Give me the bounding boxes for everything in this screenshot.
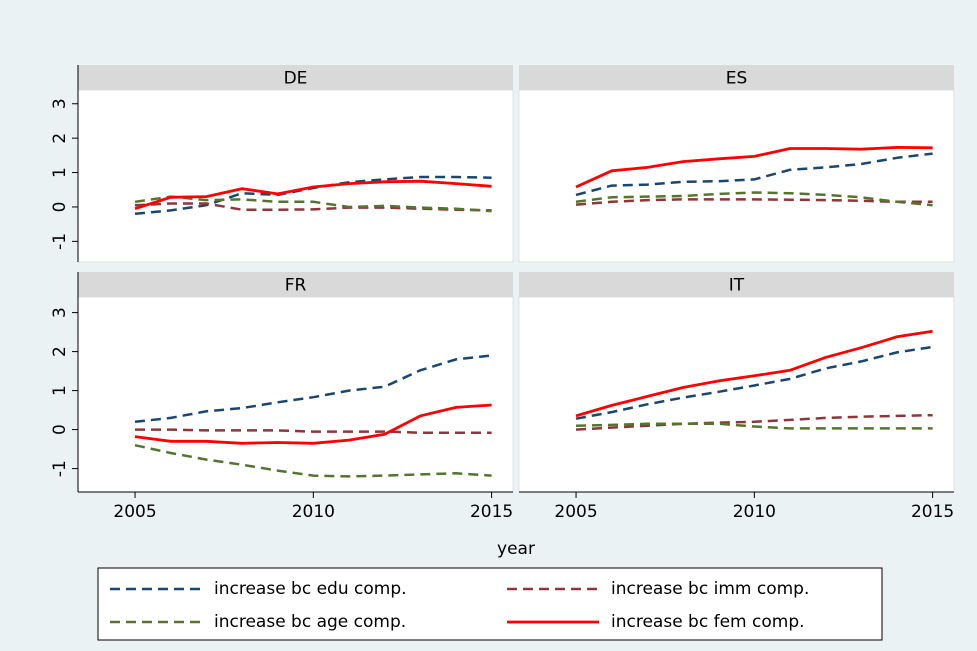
legend-label: increase bc age comp. bbox=[214, 612, 406, 632]
series-line bbox=[575, 198, 933, 206]
y-tick-label: -1 bbox=[50, 233, 70, 250]
panel-header bbox=[519, 272, 954, 297]
plot-area bbox=[518, 89, 955, 263]
panel-title: DE bbox=[284, 69, 308, 89]
series-line bbox=[134, 202, 492, 212]
y-tick-label: 1 bbox=[50, 167, 70, 178]
x-tick-label: 2015 bbox=[911, 502, 954, 522]
series-line bbox=[575, 145, 933, 189]
series-line bbox=[134, 195, 492, 213]
legend-label: increase bc imm comp. bbox=[611, 579, 809, 599]
series-line bbox=[575, 345, 933, 420]
panel-title: FR bbox=[285, 276, 307, 296]
series-line bbox=[134, 354, 492, 424]
x-tick-label: 2010 bbox=[292, 502, 335, 522]
plot-area bbox=[518, 296, 955, 493]
panel-header bbox=[519, 65, 954, 90]
series-line bbox=[575, 329, 933, 418]
y-tick-label: 1 bbox=[50, 385, 70, 396]
legend-label: increase bc fem comp. bbox=[611, 612, 805, 632]
x-tick-label: 2015 bbox=[470, 502, 513, 522]
x-axis-title: year bbox=[497, 539, 535, 559]
y-tick-label: 0 bbox=[50, 424, 70, 435]
series-line bbox=[134, 179, 492, 211]
series-line bbox=[575, 422, 933, 430]
series-line bbox=[134, 403, 492, 445]
x-tick-label: 2010 bbox=[733, 502, 776, 522]
panel-title: IT bbox=[729, 276, 745, 296]
y-tick-label: 2 bbox=[50, 346, 70, 357]
y-tick-label: -1 bbox=[50, 460, 70, 477]
panel-header bbox=[78, 65, 513, 90]
legend bbox=[97, 567, 883, 641]
panel-header bbox=[78, 272, 513, 297]
y-tick-label: 3 bbox=[50, 307, 70, 318]
panel-title: ES bbox=[726, 69, 748, 89]
series-line bbox=[134, 443, 492, 478]
plot-area bbox=[77, 89, 514, 263]
x-tick-label: 2005 bbox=[113, 502, 156, 522]
plot-area bbox=[77, 296, 514, 493]
y-tick-label: 2 bbox=[50, 133, 70, 144]
series-line bbox=[575, 191, 933, 207]
series-line bbox=[575, 152, 933, 197]
y-tick-label: 3 bbox=[50, 98, 70, 109]
series-line bbox=[575, 413, 933, 431]
x-tick-label: 2005 bbox=[554, 502, 597, 522]
legend-label: increase bc edu comp. bbox=[214, 579, 407, 599]
y-tick-label: 0 bbox=[50, 202, 70, 213]
series-line bbox=[135, 428, 492, 434]
